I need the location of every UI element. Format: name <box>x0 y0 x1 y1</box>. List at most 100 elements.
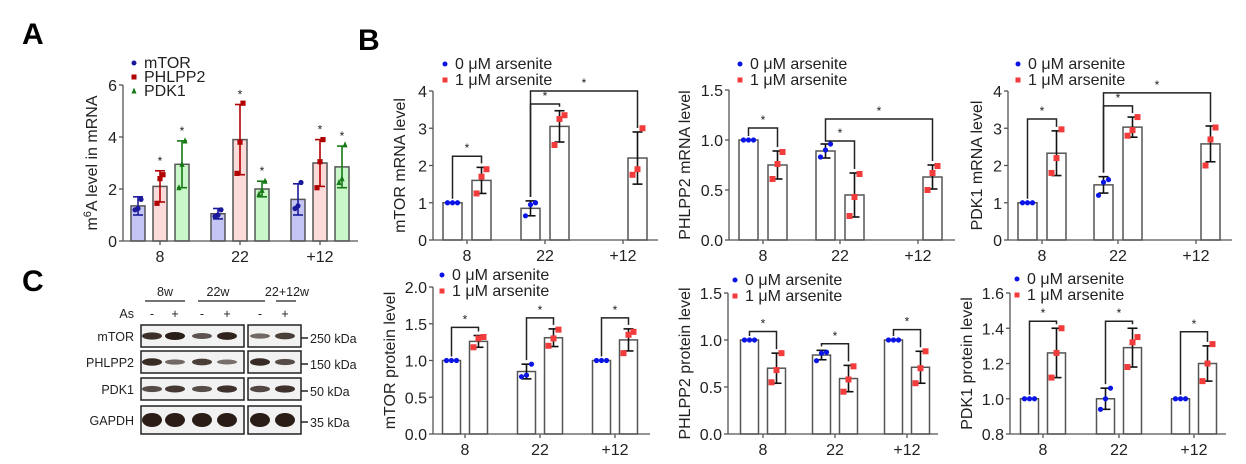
data-point <box>840 388 847 395</box>
data-point <box>339 175 345 182</box>
blot-band <box>217 385 237 393</box>
data-point <box>454 200 461 206</box>
blot-band <box>165 385 185 393</box>
data-point <box>634 166 641 173</box>
data-point <box>259 186 265 193</box>
legend-label: 0 μM arsenite <box>745 272 842 289</box>
blot-band <box>250 413 270 427</box>
significance-star: * <box>158 154 163 168</box>
data-point <box>262 177 268 184</box>
data-point <box>818 350 825 356</box>
lane-label: + <box>171 307 178 321</box>
data-point <box>475 335 482 342</box>
data-point <box>1209 341 1216 348</box>
y-tick-label: 2 <box>108 182 117 199</box>
data-point <box>846 213 853 219</box>
data-point <box>773 367 780 374</box>
data-point <box>518 374 525 380</box>
data-point <box>561 112 568 119</box>
data-point <box>320 137 326 143</box>
data-point <box>1134 334 1141 341</box>
bar <box>543 336 564 435</box>
data-point <box>470 344 477 351</box>
data-point <box>850 363 857 370</box>
legend-marker <box>732 277 738 283</box>
legend-marker <box>439 288 445 294</box>
x-tick-label: +12 <box>601 442 628 459</box>
data-point <box>1024 200 1031 206</box>
blot-band <box>142 358 162 366</box>
y-tick-label: 2.0 <box>405 280 427 297</box>
data-point <box>317 159 323 165</box>
x-tick-label: +12 <box>893 442 920 459</box>
significance-star: * <box>833 329 838 343</box>
bar <box>738 139 759 241</box>
data-point <box>160 172 166 178</box>
data-point <box>1199 378 1206 385</box>
data-point <box>750 137 757 143</box>
x-tick-label: 22 <box>826 442 844 459</box>
significance-bracket <box>1102 92 1212 173</box>
data-point <box>1058 126 1065 133</box>
legend-marker <box>1014 276 1020 282</box>
y-tick-label: 1 <box>418 196 427 213</box>
data-point <box>527 202 534 208</box>
chart-b2: * * * 0.0 0.5 1.0 1.5 8 22 +12 PHLPP2 mRNA level 0 … <box>677 56 955 265</box>
significance-star: * <box>761 113 766 127</box>
y-tick-label: 6 <box>108 78 117 95</box>
data-point <box>1124 132 1131 139</box>
data-point <box>1124 364 1131 371</box>
data-point <box>593 357 600 364</box>
data-point <box>449 200 456 206</box>
x-tick-label: 8 <box>1038 248 1047 265</box>
lane-label: + <box>223 307 230 321</box>
blot-band <box>142 413 162 427</box>
data-point <box>625 331 632 338</box>
data-point <box>1031 396 1038 402</box>
legend-label: PHLPP2 <box>144 69 205 86</box>
data-point <box>532 200 539 206</box>
significance-star: * <box>1040 104 1045 118</box>
legend-label: 0 μM arsenite <box>1028 56 1125 73</box>
data-point <box>448 357 455 364</box>
x-tick-label: 22 <box>1110 442 1128 459</box>
data-point <box>768 379 775 386</box>
y-tick-label: 1.0 <box>700 333 722 350</box>
legend-marker <box>737 77 743 83</box>
data-point <box>444 200 451 206</box>
data-point <box>298 179 304 186</box>
significance-star: * <box>238 88 243 102</box>
y-axis-label: PDK1 protein level <box>959 297 976 430</box>
data-point <box>1097 406 1104 412</box>
marker-label: 150 kDa <box>310 358 357 372</box>
data-point <box>1204 360 1211 367</box>
data-point <box>1107 385 1114 391</box>
y-tick-label: 0.5 <box>701 183 723 200</box>
data-point <box>1105 177 1112 183</box>
legend-label: 1 μM arsenite <box>750 72 847 89</box>
y-tick-label: 1.5 <box>700 286 722 303</box>
legend-marker <box>131 74 137 80</box>
y-tick-label: 1.6 <box>982 286 1004 303</box>
data-point <box>528 361 535 367</box>
significance-star: * <box>838 126 843 140</box>
blot-band <box>217 359 237 365</box>
data-point <box>1182 396 1189 402</box>
x-tick-label: 8 <box>1039 442 1048 459</box>
protein-label: mTOR <box>97 330 134 344</box>
y-tick-label: 1 <box>993 196 1002 213</box>
y-axis-label: PDK1 mRNA level <box>969 101 986 231</box>
data-point <box>545 342 552 349</box>
blot-band <box>217 413 237 427</box>
y-tick-label: 0 <box>108 234 117 251</box>
significance-star: * <box>1116 91 1121 105</box>
blot-band <box>275 358 295 366</box>
significance-star: * <box>877 104 882 118</box>
legend-label: 1 μM arsenite <box>1027 287 1124 304</box>
data-point <box>550 335 557 342</box>
bar <box>442 202 463 241</box>
significance-star: * <box>761 317 766 331</box>
western-blot-panel: 8w 22w 22+12w As - + - + - + mTOR 250 kDa PHLPP2 150 … <box>86 285 357 435</box>
significance-bracket <box>1026 118 1058 199</box>
